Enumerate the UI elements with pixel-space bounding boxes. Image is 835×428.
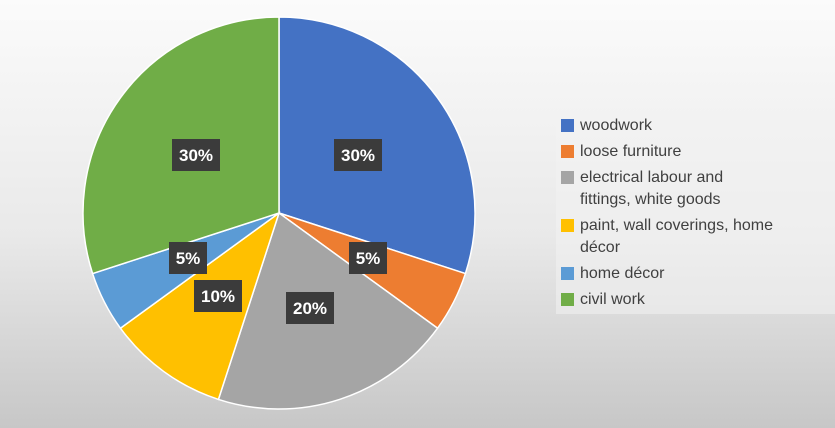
legend-swatch <box>561 293 574 306</box>
data-label-box <box>194 280 242 312</box>
legend-swatch <box>561 119 574 132</box>
data-label-box <box>172 139 220 171</box>
data-label-paint-wall-coverings-home-d-cor: 10% <box>194 280 242 312</box>
legend-label: woodwork <box>579 117 653 134</box>
legend-label: paint, wall coverings, home décor <box>580 217 773 256</box>
legend-label: electrical labour and fittings, white goo… <box>580 169 723 208</box>
data-label-text: 5% <box>176 249 201 268</box>
legend-label: home décor <box>580 265 665 282</box>
legend-label: loose furniture <box>580 143 681 160</box>
data-label-woodwork: 30% <box>334 139 382 171</box>
data-label-box <box>349 242 387 274</box>
data-label-box <box>334 139 382 171</box>
data-label-text: 5% <box>356 249 381 268</box>
data-label-civil-work: 30% <box>172 139 220 171</box>
data-labels: 30%5%20%10%5%30% <box>169 139 387 324</box>
legend-item-loose-furniture: loose furniture <box>561 143 681 160</box>
data-label-text: 30% <box>179 146 213 165</box>
legend-item-home-d-cor: home décor <box>561 265 665 282</box>
legend-item-electrical-labour-and-fittings-white-goods: electrical labour and fittings, white goo… <box>561 169 723 208</box>
data-label-box <box>169 242 207 274</box>
data-label-text: 10% <box>201 287 235 306</box>
data-label-box <box>286 292 334 324</box>
legend: woodwork loose furniture electrical labour… <box>556 106 835 314</box>
legend-panel <box>556 106 835 314</box>
pie-slices <box>82 16 476 410</box>
legend-item-woodwork: woodwork <box>561 117 653 134</box>
legend-item-paint-wall-coverings-home-d-cor: paint, wall coverings, home décor <box>561 217 773 256</box>
legend-swatch <box>561 267 574 280</box>
legend-label: civil work <box>580 291 646 308</box>
legend-swatch <box>561 145 574 158</box>
legend-item-civil-work: civil work <box>561 291 646 308</box>
data-label-text: 20% <box>293 299 327 318</box>
legend-swatch <box>561 219 574 232</box>
data-label-text: 30% <box>341 146 375 165</box>
data-label-electrical-labour-and-fittings-white-goods: 20% <box>286 292 334 324</box>
data-label-loose-furniture: 5% <box>349 242 387 274</box>
data-label-home-d-cor: 5% <box>169 242 207 274</box>
legend-swatch <box>561 171 574 184</box>
